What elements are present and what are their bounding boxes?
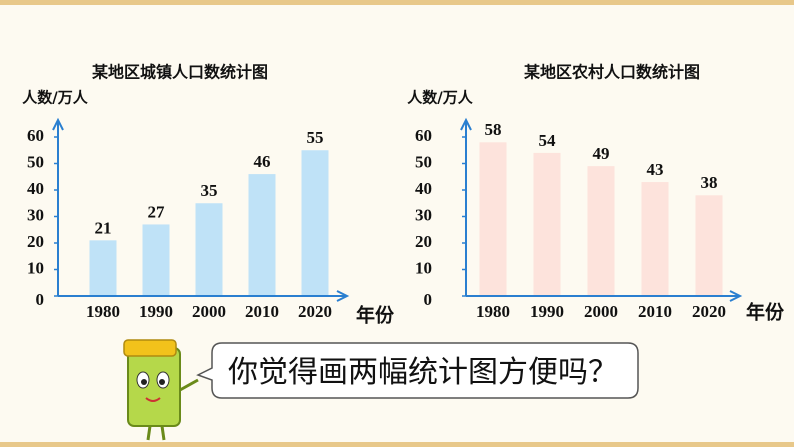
bar: [641, 182, 669, 296]
value-label: 46: [254, 152, 271, 171]
x-tick-label: 2000: [584, 302, 618, 321]
chart-title: 某地区农村人口数统计图: [523, 63, 700, 82]
bar: [248, 174, 276, 296]
y-tick-label: 40: [27, 179, 44, 198]
x-axis: [466, 290, 743, 302]
y-tick-label: 40: [415, 179, 432, 198]
bar: [695, 195, 723, 296]
x-tick-label: 2010: [638, 302, 672, 321]
speech-bubble: [196, 342, 639, 399]
y-tick-label: 20: [27, 232, 44, 251]
value-label: 21: [95, 218, 112, 237]
value-label: 49: [593, 144, 610, 163]
bar: [533, 152, 561, 296]
y-tick-label: 20: [415, 232, 432, 251]
y-axis: [460, 117, 472, 296]
y-tick-label: 0: [424, 290, 433, 309]
y-tick-label: 50: [415, 152, 432, 171]
x-tick-label: 2000: [192, 302, 226, 321]
x-axis: [58, 290, 350, 302]
value-label: 54: [539, 131, 557, 150]
x-axis-label: 年份: [746, 301, 785, 324]
x-tick-label: 1990: [530, 302, 564, 321]
y-tick-label: 0: [36, 290, 45, 309]
y-tick-label: 60: [27, 126, 44, 145]
x-tick-label: 1990: [139, 302, 173, 321]
bar: [195, 203, 223, 296]
bottom-border: [0, 442, 794, 447]
x-tick-label: 1980: [476, 302, 510, 321]
x-tick-label: 2010: [245, 302, 279, 321]
value-label: 38: [701, 173, 718, 192]
bar: [587, 166, 615, 296]
y-tick-label: 30: [415, 205, 432, 224]
y-axis: [52, 117, 64, 296]
x-tick-label: 1980: [86, 302, 120, 321]
y-tick-label: 10: [27, 258, 44, 277]
bar: [479, 142, 507, 296]
bar: [89, 240, 117, 296]
y-axis-label: 人数/万人: [407, 89, 473, 107]
y-tick-label: 30: [27, 205, 44, 224]
x-tick-label: 2020: [692, 302, 726, 321]
y-axis-label: 人数/万人: [22, 89, 88, 107]
x-axis-label: 年份: [356, 304, 395, 327]
bubble-text: 你觉得画两幅统计图方便吗？: [228, 355, 618, 390]
y-tick-label: 10: [415, 258, 432, 277]
value-label: 43: [647, 160, 664, 179]
value-label: 55: [307, 128, 324, 147]
value-label: 27: [148, 202, 166, 221]
value-label: 35: [201, 181, 218, 200]
value-label: 58: [485, 120, 502, 139]
y-tick-label: 50: [27, 152, 44, 171]
y-tick-label: 60: [415, 126, 432, 145]
chart-title: 某地区城镇人口数统计图: [91, 63, 268, 82]
bar: [301, 150, 329, 296]
top-border: [0, 0, 794, 5]
x-tick-label: 2020: [298, 302, 332, 321]
bar: [142, 224, 170, 296]
book-character: [123, 339, 199, 441]
